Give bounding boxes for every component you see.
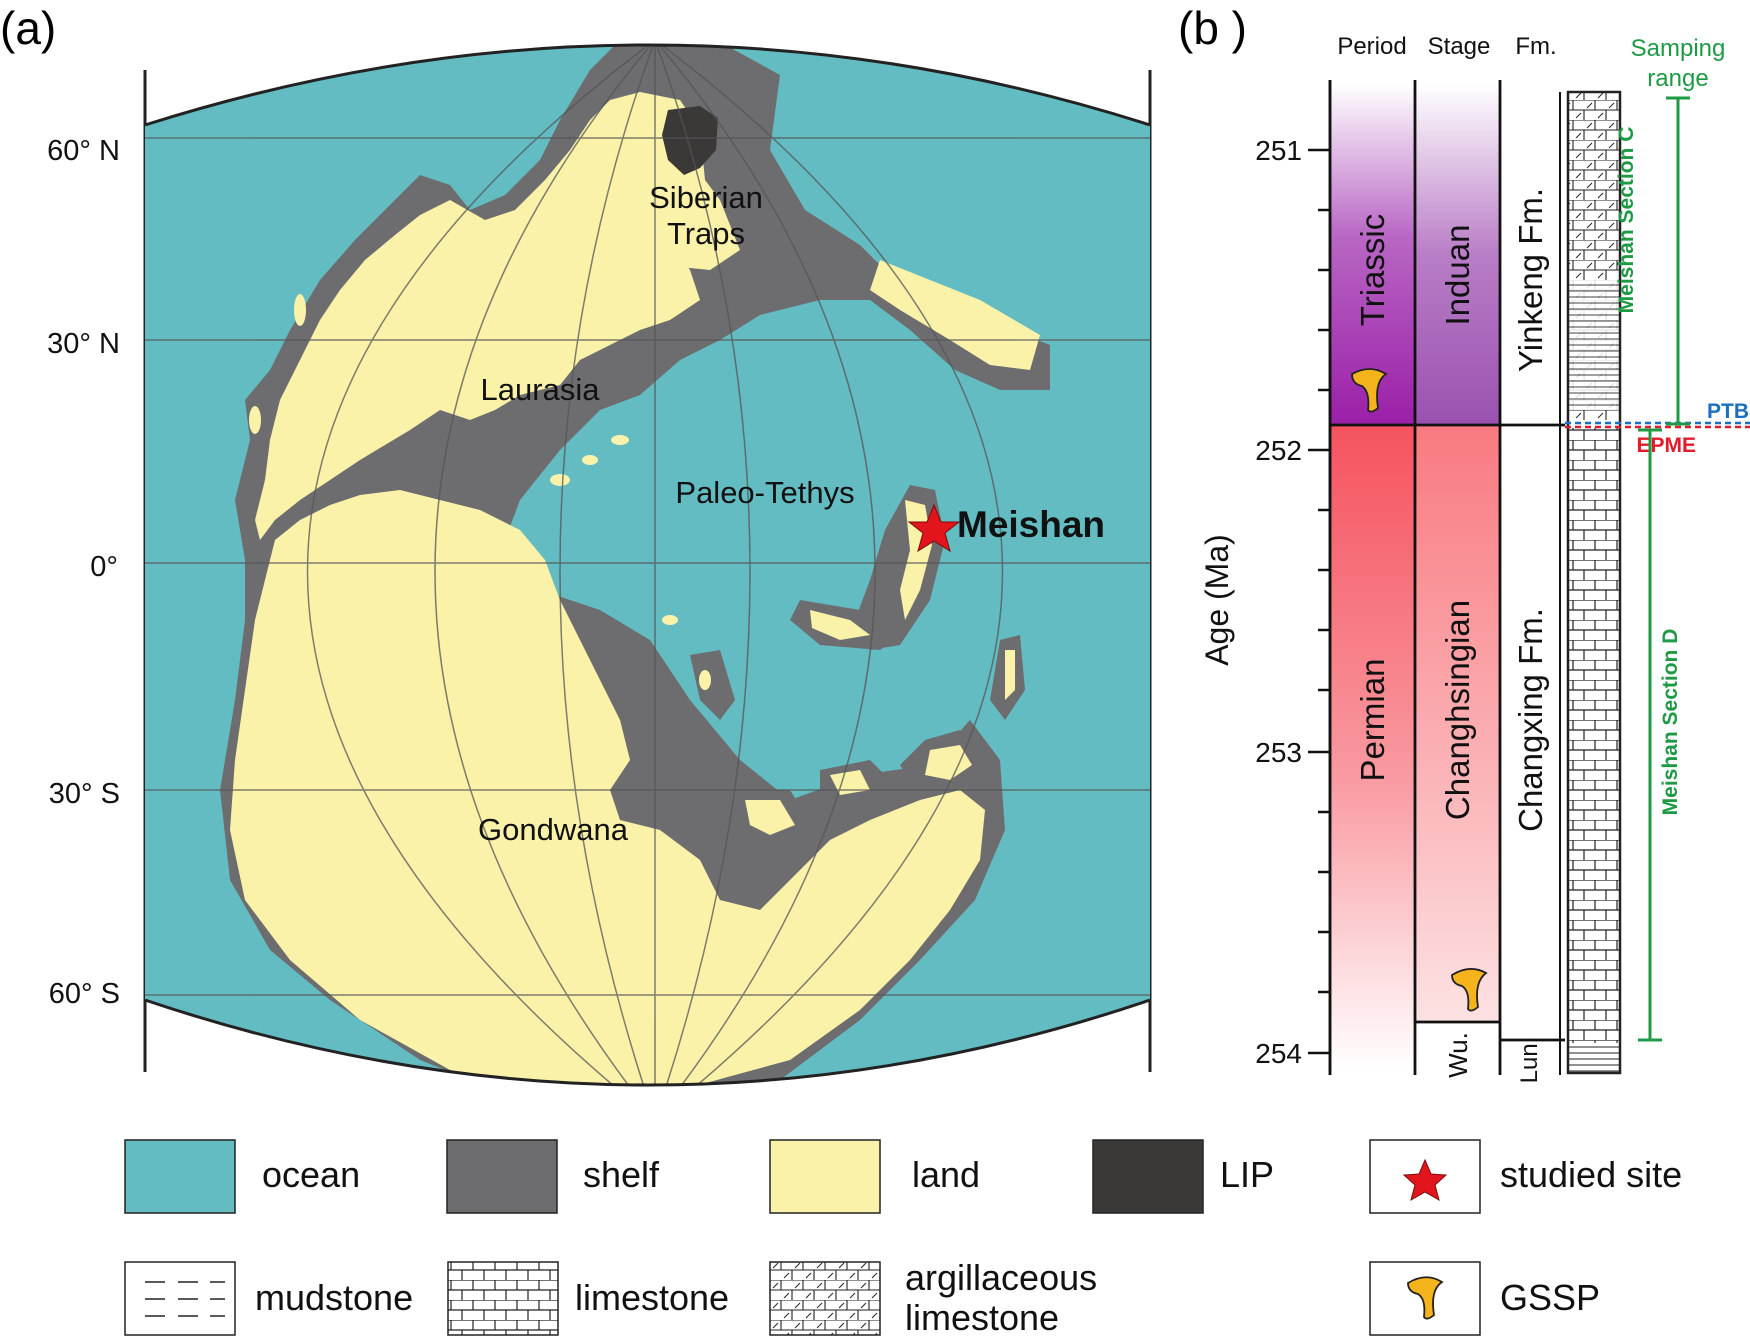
stage-changhsingian: [1415, 425, 1500, 1022]
text-changhsingian: Changhsingian: [1439, 600, 1476, 820]
lat-30s: 30° S: [49, 778, 120, 810]
lat-0: 0°: [90, 551, 118, 583]
ptb-label: PTB: [1707, 400, 1749, 423]
lat-60s: 60° S: [49, 978, 120, 1010]
panel-b-label: (b ): [1178, 2, 1247, 54]
label-gondwana: Gondwana: [478, 812, 629, 847]
text-permian: Permian: [1354, 659, 1391, 782]
text-triassic: Triassic: [1354, 214, 1391, 326]
tick-253: 253: [1255, 737, 1302, 768]
svg-text:LIP: LIP: [1220, 1154, 1274, 1195]
gssp-icon: [1407, 1276, 1444, 1320]
shelf-fragment: [690, 650, 735, 720]
svg-text:land: land: [912, 1154, 980, 1195]
land-fragment: [810, 610, 870, 640]
column-texts: Triassic Permian Induan Changhsingian Wu…: [1354, 188, 1549, 1083]
axis-label-age: Age (Ma): [1199, 534, 1235, 666]
land-fragment: [294, 294, 306, 326]
label-meishan: Meishan: [957, 504, 1105, 545]
svg-text:argillaceous: argillaceous: [905, 1257, 1097, 1298]
land-fragment: [925, 745, 972, 780]
lith-column-frame: [1566, 90, 1622, 1075]
panel-a-label: (a): [0, 2, 56, 54]
age-tick-labels: 251 252 253 254: [1255, 135, 1302, 1069]
svg-text:GSSP: GSSP: [1500, 1277, 1600, 1318]
latitude-labels: 60° N 30° N 0° 30° S 60° S: [47, 135, 120, 1010]
label-paleo-tethys: Paleo-Tethys: [675, 475, 854, 510]
gssp-icon-ptb: [1351, 368, 1388, 413]
tick-251: 251: [1255, 135, 1302, 166]
legend-item-limestone: limestone: [447, 1261, 729, 1336]
sampling-bars: [1638, 96, 1690, 1042]
header-fm: Fm.: [1515, 33, 1556, 60]
land-fragment: [249, 406, 261, 434]
lat-60n: 60° N: [47, 135, 120, 167]
land-fragment: [699, 670, 711, 690]
panel-a: (a): [0, 2, 1152, 1087]
tick-254: 254: [1255, 1038, 1302, 1069]
label-traps: Traps: [667, 216, 745, 251]
legend-item-gssp: GSSP: [1369, 1261, 1600, 1336]
section-d-label: Meishan Section D: [1659, 629, 1682, 816]
period-permian: [1330, 425, 1415, 1070]
section-c-label: Meishan Section C: [1615, 127, 1638, 314]
svg-text:limestone: limestone: [905, 1297, 1059, 1338]
text-lun: Lun.: [1516, 1037, 1543, 1084]
land-siberia: [600, 140, 740, 270]
column-headers: Period Stage Fm.: [1337, 33, 1556, 60]
lip-siberian-traps: [662, 106, 718, 175]
panel-b: (b ) Period Stage Fm. Samping range: [1178, 2, 1750, 1083]
legend-item-lip: LIP: [1092, 1139, 1274, 1214]
land-gondwana: [230, 490, 985, 1085]
label-laurasia: Laurasia: [481, 372, 601, 407]
land-fragment: [550, 474, 570, 486]
land-laurasia: [255, 92, 705, 540]
svg-text:shelf: shelf: [583, 1154, 660, 1195]
svg-text:limestone: limestone: [575, 1277, 729, 1318]
header-period: Period: [1337, 33, 1406, 60]
legend-item-shelf: shelf: [446, 1139, 660, 1214]
land-fragment: [582, 455, 598, 465]
svg-text:range: range: [1647, 65, 1708, 92]
legend-item-ocean: ocean: [124, 1139, 360, 1214]
meishan-star-icon: [907, 503, 961, 553]
header-stage: Stage: [1428, 33, 1491, 60]
svg-text:ocean: ocean: [262, 1154, 360, 1195]
label-siberian: Siberian: [649, 180, 763, 215]
globe-outline: [144, 43, 1151, 1087]
legend-item-mudstone: mudstone: [124, 1261, 413, 1336]
tick-252: 252: [1255, 435, 1302, 466]
svg-text:mudstone: mudstone: [255, 1277, 413, 1318]
lat-30n: 30° N: [47, 328, 120, 360]
land-fragment: [1005, 650, 1015, 700]
legend-item-land: land: [769, 1139, 980, 1214]
text-wu: Wu.: [1443, 1032, 1473, 1078]
legend-item-argillaceous-limestone: argillaceous limestone: [769, 1257, 1097, 1338]
legend-item-studied-site: studied site: [1369, 1139, 1682, 1214]
land-east: [870, 260, 1040, 370]
stage-induan: [1415, 85, 1500, 425]
svg-text:studied site: studied site: [1500, 1154, 1682, 1195]
land-fragment: [745, 800, 795, 835]
age-axis: [1308, 80, 1332, 1075]
lith-mudstone-band: [1568, 280, 1620, 410]
land-fragment: [662, 615, 678, 625]
text-induan: Induan: [1439, 225, 1476, 326]
region-labels: Siberian Traps Laurasia Paleo-Tethys Gon…: [478, 180, 855, 847]
graticule: [145, 45, 1150, 1085]
text-changxing: Changxing Fm.: [1512, 608, 1549, 832]
epme-label: EPME: [1636, 434, 1696, 457]
svg-text:Samping: Samping: [1631, 35, 1726, 62]
lith-limestone: [1568, 428, 1620, 1043]
legend: ocean shelf land LIP studied site mu: [124, 1139, 1682, 1338]
sampling-range-title: Samping range: [1631, 35, 1726, 92]
text-yinkeng: Yinkeng Fm.: [1512, 188, 1549, 372]
gssp-icon-base: [1451, 968, 1488, 1012]
lith-mudstone-base: [1568, 1043, 1620, 1073]
land-fragment: [611, 435, 629, 445]
star-icon: [1402, 1158, 1448, 1202]
